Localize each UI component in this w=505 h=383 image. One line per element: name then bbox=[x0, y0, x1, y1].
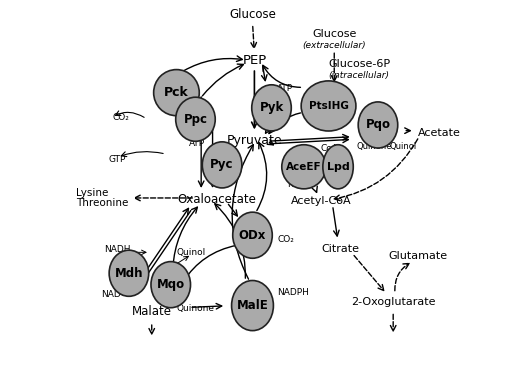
Text: (extracellular): (extracellular) bbox=[302, 41, 366, 50]
Text: Threonine: Threonine bbox=[76, 198, 128, 208]
Text: CO₂: CO₂ bbox=[189, 128, 206, 137]
Text: Ppc: Ppc bbox=[183, 113, 208, 126]
Ellipse shape bbox=[301, 81, 356, 131]
Text: NADH: NADH bbox=[104, 245, 131, 254]
Text: ATP: ATP bbox=[189, 139, 206, 149]
Ellipse shape bbox=[154, 70, 199, 116]
Text: 2-Oxoglutarate: 2-Oxoglutarate bbox=[351, 297, 435, 307]
Ellipse shape bbox=[282, 145, 326, 189]
Text: MalE: MalE bbox=[237, 299, 268, 312]
Text: Oxaloacetate: Oxaloacetate bbox=[177, 193, 256, 206]
Text: (intracellular): (intracellular) bbox=[328, 71, 389, 80]
Text: Quinol: Quinol bbox=[389, 142, 416, 151]
Text: NADH: NADH bbox=[287, 180, 313, 189]
Text: CO₂: CO₂ bbox=[113, 113, 130, 122]
Text: Malate: Malate bbox=[132, 305, 172, 318]
Ellipse shape bbox=[323, 145, 353, 189]
Ellipse shape bbox=[232, 280, 273, 331]
Text: GTP: GTP bbox=[109, 155, 126, 164]
Text: Acetyl-CoA: Acetyl-CoA bbox=[291, 196, 351, 206]
Text: NADPH: NADPH bbox=[277, 288, 309, 297]
Ellipse shape bbox=[358, 102, 398, 148]
Text: PEP: PEP bbox=[242, 54, 267, 67]
Text: Glucose: Glucose bbox=[312, 29, 357, 39]
Text: Pck: Pck bbox=[164, 86, 189, 99]
Text: CO₂: CO₂ bbox=[189, 98, 206, 106]
Text: Mqo: Mqo bbox=[157, 278, 185, 291]
Text: Quinol: Quinol bbox=[176, 248, 206, 257]
Ellipse shape bbox=[176, 97, 215, 141]
Ellipse shape bbox=[251, 85, 291, 131]
Text: CO₂: CO₂ bbox=[330, 180, 346, 189]
Text: CoA: CoA bbox=[321, 144, 339, 153]
Text: Glucose-6P: Glucose-6P bbox=[328, 59, 390, 69]
Text: Acetate: Acetate bbox=[418, 128, 461, 137]
Ellipse shape bbox=[233, 212, 272, 258]
Text: Lpd: Lpd bbox=[327, 162, 349, 172]
Text: Lysine: Lysine bbox=[76, 188, 108, 198]
Text: PtsIHG: PtsIHG bbox=[309, 101, 348, 111]
Text: NAD⁺: NAD⁺ bbox=[102, 290, 126, 299]
Text: Citrate: Citrate bbox=[321, 244, 359, 254]
Text: AceEF: AceEF bbox=[286, 162, 322, 172]
Text: Glutamate: Glutamate bbox=[388, 251, 447, 261]
Text: ATP: ATP bbox=[277, 84, 293, 93]
Text: Pyruvate: Pyruvate bbox=[227, 134, 282, 147]
Ellipse shape bbox=[203, 142, 242, 188]
Text: Mdh: Mdh bbox=[115, 267, 143, 280]
Ellipse shape bbox=[151, 262, 190, 308]
Text: Glucose: Glucose bbox=[229, 8, 276, 21]
Text: Pqo: Pqo bbox=[366, 118, 390, 131]
Text: CO₂: CO₂ bbox=[277, 234, 294, 244]
Text: ODx: ODx bbox=[239, 229, 266, 242]
Ellipse shape bbox=[109, 250, 148, 296]
Text: Pyc: Pyc bbox=[210, 159, 234, 171]
Text: Pyk: Pyk bbox=[260, 101, 284, 115]
Text: Quinone: Quinone bbox=[176, 304, 215, 313]
Text: Quinone: Quinone bbox=[357, 142, 392, 151]
